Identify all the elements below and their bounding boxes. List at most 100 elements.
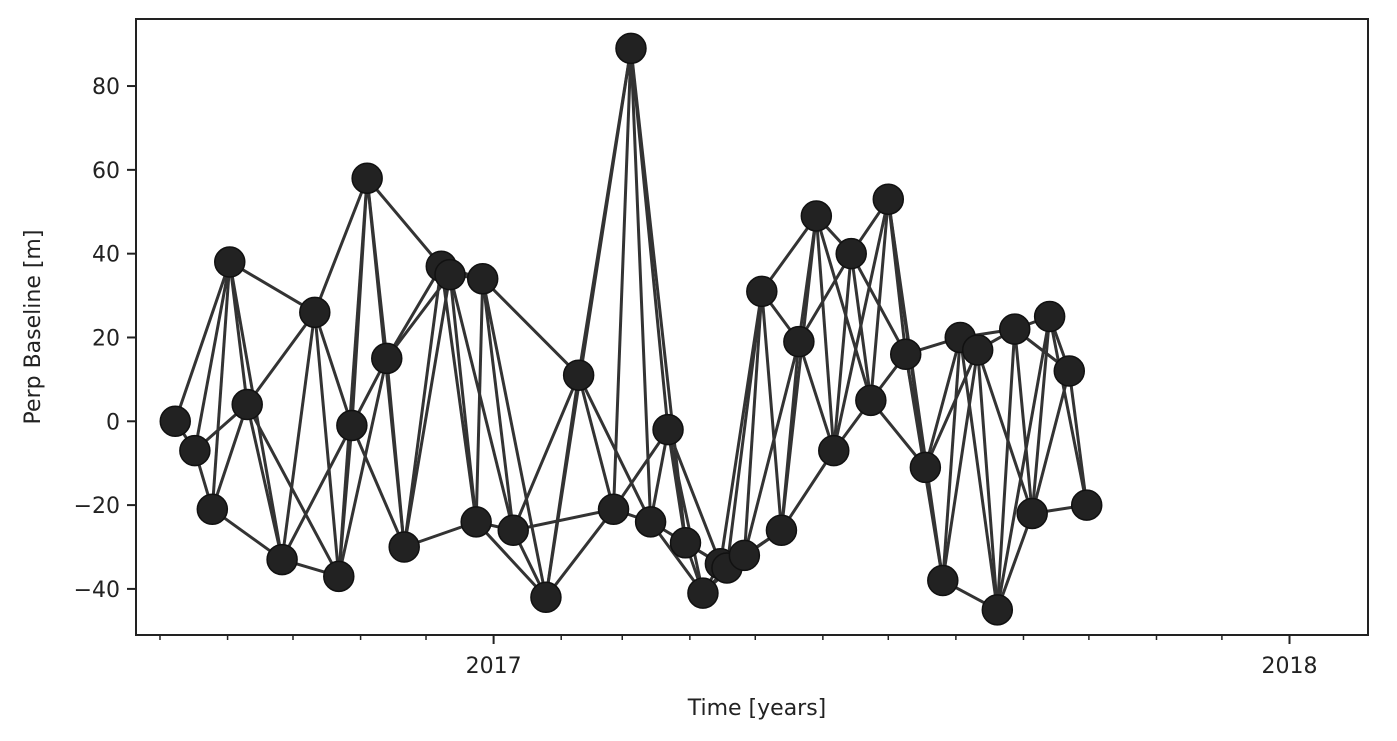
network-edge (797, 341, 836, 452)
network-edge (365, 177, 443, 268)
network-edge (923, 467, 945, 581)
acquisition-point (999, 313, 1031, 345)
network-edge (976, 349, 1034, 514)
acquisition-point (388, 531, 420, 563)
network-edge (612, 428, 670, 511)
y-tick-label: 40 (92, 243, 120, 268)
y-tick-label: −40 (74, 578, 120, 603)
acquisition-point (765, 514, 798, 546)
network-edge (666, 429, 722, 565)
x-tick-label: 2017 (466, 654, 522, 679)
acquisition-point (179, 434, 211, 467)
acquisition-point (1053, 355, 1086, 387)
network-edge (313, 311, 354, 426)
y-tick-label: 60 (92, 159, 120, 184)
acquisition-point (299, 296, 331, 329)
acquisition-point (460, 506, 492, 538)
network-edge (1048, 316, 1089, 506)
network-edge (629, 48, 653, 522)
acquisition-point (728, 539, 761, 572)
network-edge (210, 261, 232, 510)
network-edge (448, 274, 478, 523)
acquisition-point (961, 334, 994, 366)
network-edge (280, 424, 354, 561)
network-edge (448, 274, 515, 531)
network-edge (512, 507, 614, 532)
network-edge (481, 278, 515, 531)
acquisition-point (634, 506, 667, 538)
x-axis-label: Time [years] (687, 696, 827, 721)
network-edge (313, 312, 341, 577)
network-edge (245, 311, 317, 406)
network-edge (797, 252, 853, 343)
network-edge (923, 349, 980, 468)
network-edge (474, 278, 485, 522)
network-edge (612, 48, 633, 510)
network-edge (941, 337, 962, 581)
acquisition-point (214, 246, 246, 278)
network-edge (210, 404, 249, 510)
network-edge (228, 260, 316, 314)
network-edge (666, 429, 705, 594)
acquisition-point (231, 388, 263, 421)
network-edge (849, 253, 873, 401)
x-axis-ticks: 2017 2018 (159, 635, 1318, 679)
acquisition-point (909, 451, 942, 484)
network-edge (869, 199, 890, 401)
network-edge (385, 358, 406, 548)
network-edge (923, 337, 962, 468)
y-axis-ticks: 80 60 40 20 0 −20 −40 (74, 75, 136, 603)
network-edge (832, 253, 853, 451)
acquisition-point (159, 405, 191, 438)
network-edge (511, 374, 581, 531)
network-edge (797, 215, 818, 342)
acquisition-point (1070, 489, 1103, 521)
acquisition-point (497, 514, 529, 546)
acquisition-point (196, 493, 229, 526)
acquisition-point (927, 564, 959, 597)
acquisition-point (669, 527, 702, 559)
y-tick-label: −20 (74, 494, 120, 519)
acquisition-point (872, 183, 905, 215)
network-edge (577, 48, 633, 376)
network-edge (780, 449, 836, 532)
network-edge (245, 403, 341, 578)
network-edge (544, 508, 615, 599)
acquisition-point (889, 338, 922, 370)
network-edge (995, 316, 1052, 611)
network-edge (313, 177, 369, 313)
network-edge (481, 277, 580, 377)
acquisition-point (597, 493, 630, 526)
network-edge (1030, 316, 1052, 514)
acquisition-points (159, 32, 1103, 626)
network-edge (337, 358, 389, 577)
network-edge (402, 266, 443, 548)
acquisition-point (746, 275, 778, 308)
y-axis-label: Perp Baseline [m] (21, 230, 46, 425)
network-edge (742, 291, 764, 556)
network-edge (245, 404, 284, 560)
network-edge (725, 291, 764, 569)
acquisition-point (855, 384, 887, 417)
network-edge (577, 374, 615, 510)
acquisition-point (1033, 300, 1066, 333)
network-edge (760, 291, 783, 531)
acquisition-point (652, 413, 684, 446)
network-edge (402, 274, 452, 548)
acquisition-point (434, 258, 466, 291)
network-edge (481, 278, 548, 598)
acquisition-point (1016, 497, 1048, 530)
acquisition-point (336, 409, 368, 442)
network-edge (1030, 370, 1071, 514)
network-edge (385, 265, 443, 360)
y-tick-label: 80 (92, 75, 120, 100)
acquisition-point (371, 342, 403, 375)
network-edge (1013, 328, 1034, 514)
network-edge (995, 512, 1034, 611)
network-edge (941, 349, 980, 581)
network-edge (742, 341, 801, 556)
acquisition-point (800, 200, 833, 232)
network-edge (995, 329, 1017, 610)
